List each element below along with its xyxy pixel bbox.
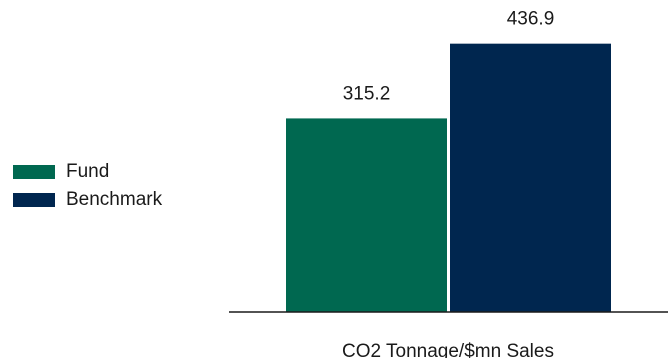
legend-label-fund: Fund xyxy=(66,161,110,182)
legend-item-fund: Fund xyxy=(13,158,162,186)
data-label-fund: 315.2 xyxy=(343,83,391,104)
legend: Fund Benchmark xyxy=(13,158,162,214)
category-label: CO2 Tonnage/$mn Sales xyxy=(342,341,554,358)
legend-label-benchmark: Benchmark xyxy=(66,189,163,210)
data-label-benchmark: 436.9 xyxy=(507,9,555,30)
bar-benchmark xyxy=(450,43,611,312)
bars-group: 315.2 436.9 xyxy=(286,9,611,312)
bar-fund xyxy=(286,118,447,312)
legend-swatch-benchmark xyxy=(13,193,55,207)
legend-item-benchmark: Benchmark xyxy=(13,186,162,214)
legend-swatch-fund xyxy=(13,165,55,179)
